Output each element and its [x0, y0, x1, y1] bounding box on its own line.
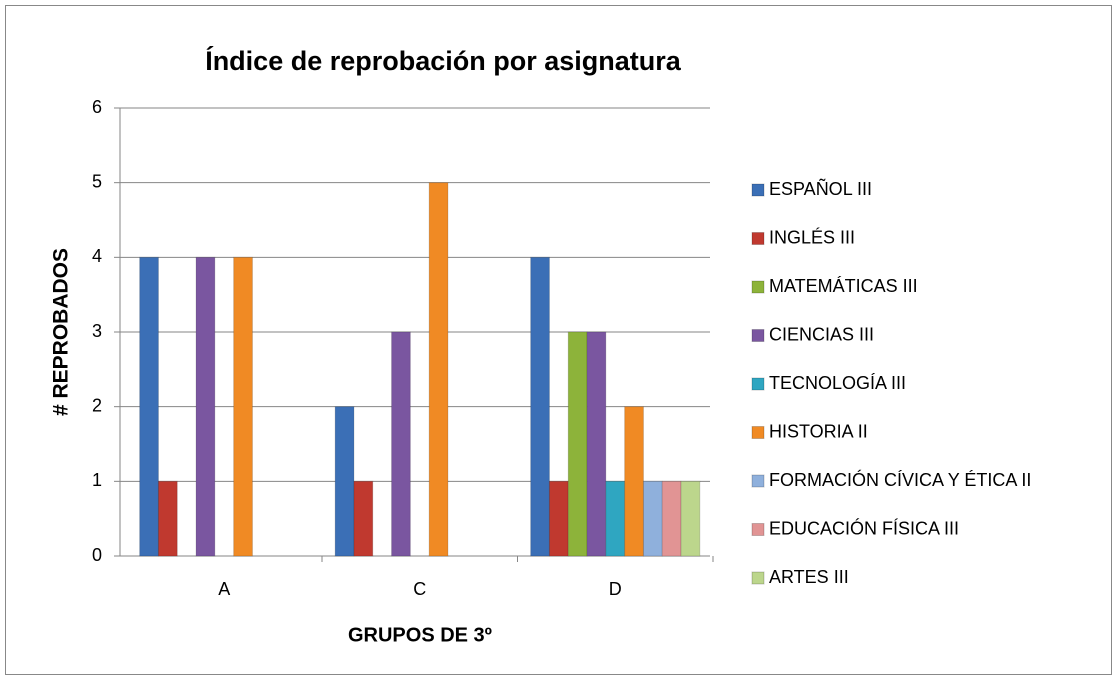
legend-swatch	[751, 426, 765, 439]
legend-label: TECNOLOGÍA III	[769, 373, 906, 393]
y-tick-label: 0	[92, 545, 102, 565]
legend-swatch	[751, 280, 765, 294]
x-axis-label: GRUPOS DE 3º	[348, 624, 492, 646]
y-axis-label: # REPROBADOS	[50, 248, 73, 416]
bar	[642, 480, 663, 557]
bar	[624, 406, 644, 557]
bar	[428, 182, 449, 557]
bar	[391, 331, 411, 557]
bar	[605, 480, 626, 557]
legend-label: FORMACIÓN CÍVICA Y ÉTICA II	[769, 469, 1031, 490]
chart-title: Índice de reprobación por asignatura	[205, 45, 682, 76]
legend-swatch	[751, 523, 765, 536]
x-tick-label: A	[218, 579, 230, 599]
legend-label: INGLÉS III	[769, 227, 855, 247]
legend-label: ARTES III	[769, 567, 849, 587]
bar	[586, 331, 607, 557]
legend-label: ESPAÑOL III	[769, 178, 872, 199]
bar	[139, 256, 159, 557]
chart-border	[5, 5, 1112, 675]
legend-label: HISTORIA II	[769, 421, 868, 441]
bar	[233, 256, 253, 557]
legend-swatch	[751, 183, 765, 197]
y-tick-label: 5	[92, 171, 102, 191]
y-tick-label: 4	[92, 246, 102, 266]
bar	[680, 480, 701, 557]
legend-swatch	[751, 571, 765, 585]
bar	[661, 480, 682, 557]
bar	[157, 480, 178, 557]
legend-swatch	[751, 377, 765, 391]
legend-swatch	[751, 232, 765, 245]
legend-label: EDUCACIÓN FÍSICA III	[769, 517, 959, 538]
legend-label: CIENCIAS III	[769, 324, 874, 344]
bar	[567, 331, 588, 557]
bar	[195, 256, 216, 557]
legend-swatch	[751, 474, 765, 488]
x-tick-label: D	[609, 579, 622, 599]
y-tick-label: 1	[92, 470, 102, 490]
x-tick-label: C	[413, 579, 426, 599]
legend-label: MATEMÁTICAS III	[769, 276, 918, 296]
y-tick-label: 3	[92, 321, 102, 341]
legend-swatch	[751, 329, 765, 342]
bar	[334, 406, 355, 557]
y-tick-label: 6	[92, 97, 102, 117]
bar	[353, 480, 374, 557]
bar	[530, 256, 550, 557]
bar	[548, 480, 569, 557]
y-tick-label: 2	[92, 395, 102, 415]
